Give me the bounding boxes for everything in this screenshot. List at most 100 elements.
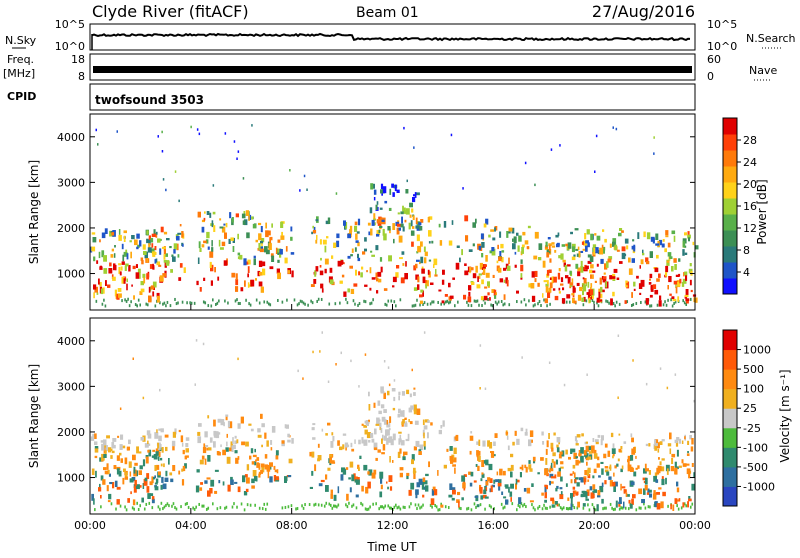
- echo-cell: [655, 439, 659, 445]
- echo-cell: [545, 448, 548, 455]
- echo-cell: [116, 486, 121, 490]
- echo-cell: [330, 489, 333, 494]
- echo-cell: [549, 302, 551, 306]
- echo-cell: [656, 442, 660, 449]
- echo-cell: [575, 456, 578, 459]
- echo-cell: [438, 508, 441, 512]
- echo-cell: [363, 439, 368, 446]
- echo-cell: [598, 288, 602, 293]
- echo-cell: [572, 297, 575, 304]
- echo-cell: [406, 475, 409, 480]
- echo-cell: [447, 506, 450, 510]
- echo-cell: [99, 239, 101, 243]
- echo-cell: [597, 249, 601, 255]
- echo-cell: [661, 439, 665, 442]
- echo-cell: [665, 464, 670, 472]
- echo-cell: [203, 277, 206, 281]
- echo-cell: [606, 261, 609, 268]
- echo-cell: [107, 500, 111, 503]
- echo-cell: [414, 303, 417, 307]
- echo-cell: [154, 432, 159, 439]
- echo-cell: [593, 300, 595, 304]
- echo-cell: [599, 485, 604, 493]
- echo-cell: [234, 299, 237, 303]
- echo-cell: [508, 303, 511, 307]
- echo-cell: [380, 386, 384, 393]
- echo-cell: [670, 503, 672, 510]
- echo-cell: [156, 464, 160, 470]
- echo-cell: [595, 247, 599, 254]
- echo-cell: [362, 251, 366, 255]
- velocity-colorbar-label: Velocity [m s⁻¹]: [778, 369, 792, 462]
- echo-cell: [263, 300, 266, 304]
- echo-cell: [162, 273, 167, 277]
- echo-cell: [544, 484, 548, 488]
- echo-cell: [118, 263, 122, 266]
- echo-cell: [553, 461, 556, 468]
- echo-cell: [406, 389, 410, 395]
- echo-cell: [576, 282, 580, 286]
- colorbar-swatch: [723, 134, 737, 151]
- echo-cell: [533, 255, 538, 260]
- echo-cell: [679, 278, 682, 284]
- echo-cell: [159, 388, 161, 392]
- echo-cell: [630, 455, 634, 461]
- echo-cell: [143, 479, 148, 486]
- echo-cell: [685, 504, 688, 508]
- echo-cell: [132, 265, 136, 270]
- echo-cell: [159, 507, 161, 511]
- echo-cell: [154, 482, 158, 485]
- beam-title: Beam 01: [356, 5, 419, 21]
- echo-cell: [576, 491, 579, 496]
- echo-cell: [480, 296, 484, 301]
- echo-cell: [616, 277, 620, 280]
- echo-cell: [203, 240, 207, 244]
- echo-cell: [594, 439, 599, 443]
- echo-cell: [190, 125, 192, 129]
- echo-cell: [302, 506, 305, 510]
- echo-cell: [668, 276, 672, 283]
- echo-cell: [643, 231, 646, 238]
- echo-cell: [312, 437, 316, 440]
- echo-cell: [575, 440, 578, 445]
- echo-cell: [597, 495, 601, 498]
- echo-cell: [237, 150, 240, 153]
- echo-cell: [494, 454, 496, 457]
- echo-cell: [202, 342, 205, 346]
- echo-cell: [368, 440, 371, 443]
- echo-cell: [521, 244, 525, 248]
- echo-cell: [350, 288, 355, 294]
- echo-cell: [389, 486, 393, 491]
- echo-cell: [531, 503, 533, 507]
- echo-cell: [689, 279, 692, 286]
- echo-cell: [354, 221, 358, 226]
- echo-cell: [543, 503, 545, 507]
- echo-cell: [249, 455, 252, 460]
- echo-cell: [502, 470, 506, 476]
- echo-cell: [373, 442, 378, 450]
- echo-cell: [593, 468, 597, 474]
- echo-cell: [103, 255, 107, 262]
- echo-cell: [313, 503, 315, 507]
- echo-cell: [661, 478, 665, 486]
- echo-cell: [389, 188, 392, 195]
- colorbar-tick-label: 16: [743, 200, 757, 213]
- echo-cell: [641, 499, 645, 504]
- echo-cell: [487, 292, 490, 296]
- echo-cell: [593, 453, 598, 459]
- echo-cell: [378, 507, 380, 511]
- echo-cell: [590, 287, 592, 292]
- echo-cell: [281, 300, 284, 304]
- echo-cell: [494, 227, 496, 232]
- echo-cell: [596, 263, 599, 267]
- echo-cell: [566, 294, 571, 299]
- echo-cell: [489, 297, 491, 301]
- echo-cell: [627, 507, 630, 511]
- echo-cell: [385, 303, 388, 307]
- echo-cell: [481, 473, 485, 478]
- echo-cell: [340, 260, 343, 265]
- echo-cell: [220, 444, 222, 448]
- echo-cell: [339, 301, 341, 305]
- echo-cell: [250, 279, 255, 287]
- echo-cell: [640, 300, 642, 304]
